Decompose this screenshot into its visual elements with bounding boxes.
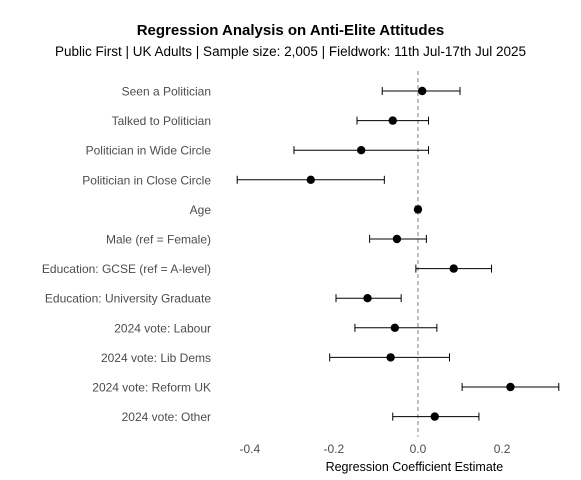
estimate-point (430, 412, 439, 421)
x-tick-label: 0.2 (494, 442, 511, 456)
term-label: 2024 vote: Other (122, 410, 211, 424)
term-label: Age (190, 203, 212, 217)
chart-subtitle: Public First | UK Adults | Sample size: … (55, 44, 526, 59)
x-tick-label: -0.4 (239, 442, 260, 456)
estimate-point (413, 205, 423, 214)
term-label: 2024 vote: Labour (114, 321, 211, 335)
term-label: Politician in Wide Circle (86, 144, 212, 158)
term-label: Talked to Politician (112, 114, 211, 128)
x-tick-label: 0.0 (410, 442, 427, 456)
x-axis-label: Regression Coefficient Estimate (326, 460, 504, 474)
term-label: 2024 vote: Lib Dems (101, 351, 211, 365)
chart-title: Regression Analysis on Anti-Elite Attitu… (136, 22, 445, 39)
estimate-point (388, 116, 397, 125)
estimate-point (449, 264, 458, 273)
estimate-point (392, 234, 402, 244)
term-label: Education: GCSE (ref = A-level) (42, 262, 211, 276)
term-label: Male (ref = Female) (106, 233, 211, 247)
x-tick-label: -0.2 (324, 442, 345, 456)
estimate-point (417, 86, 427, 96)
term-label: 2024 vote: Reform UK (92, 381, 211, 395)
estimate-point (363, 294, 372, 303)
term-label: Education: University Graduate (45, 292, 211, 306)
estimate-point (386, 353, 395, 362)
estimate-point (357, 146, 366, 155)
estimate-point (506, 382, 515, 392)
term-label: Seen a Politician (122, 85, 211, 99)
estimate-point (306, 175, 315, 184)
estimate-point (390, 323, 400, 332)
term-label: Politician in Close Circle (82, 173, 211, 187)
